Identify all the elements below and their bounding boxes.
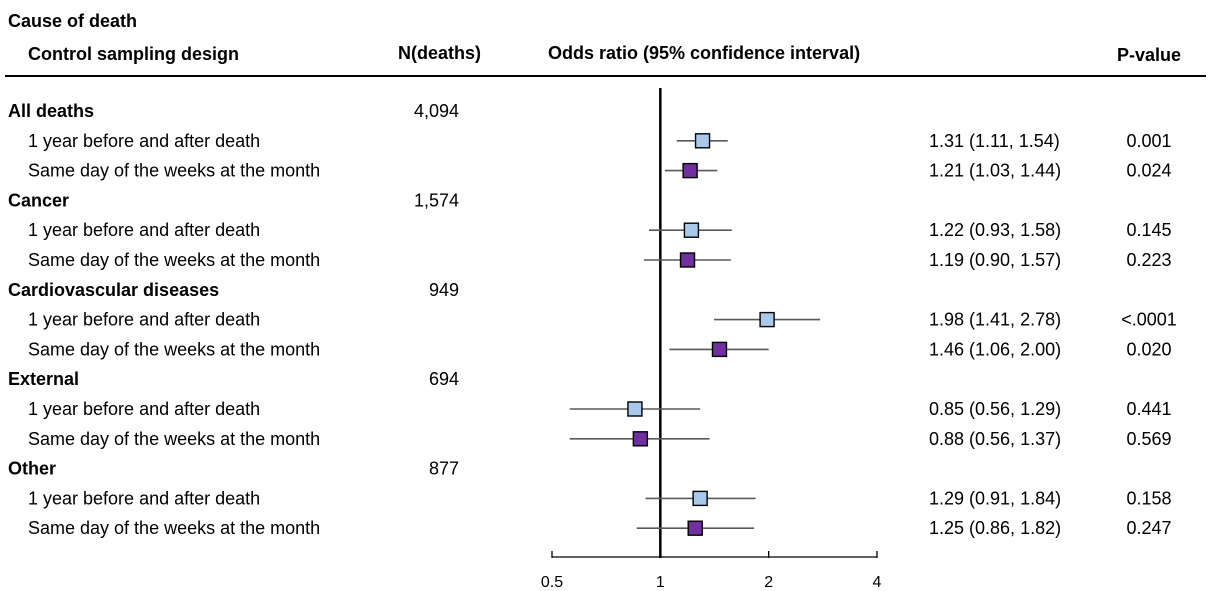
or-marker — [694, 133, 711, 149]
rows-layer: All deaths 4,094 1 year before and after d… — [8, 101, 1177, 538]
or-ci-value: 0.88 (0.56, 1.37) — [929, 429, 1061, 449]
or-marker — [627, 401, 643, 417]
group-n-deaths: 4,094 — [414, 101, 459, 121]
row-label: 1 year before and after death — [28, 488, 260, 508]
or-ci-value: 1.46 (1.06, 2.00) — [929, 339, 1061, 359]
or-marker — [679, 252, 696, 268]
or-marker — [682, 162, 698, 179]
p-value: 0.223 — [1126, 250, 1171, 270]
row-label: 1 year before and after death — [28, 131, 260, 151]
header-control-sampling-design: Control sampling design — [28, 44, 239, 64]
row-label: 1 year before and after death — [28, 220, 260, 240]
or-ci-value: 1.21 (1.03, 1.44) — [929, 161, 1061, 181]
group-label: Other — [8, 459, 56, 479]
or-ci-value: 1.19 (0.90, 1.57) — [929, 250, 1061, 270]
group-label: Cancer — [8, 190, 69, 210]
header-n-deaths: N(deaths) — [398, 43, 481, 63]
or-marker — [711, 341, 728, 358]
group-n-deaths: 1,574 — [414, 190, 459, 210]
group-label: External — [8, 369, 79, 389]
p-value: 0.569 — [1126, 429, 1171, 449]
group-n-deaths: 877 — [429, 459, 459, 479]
p-value: 0.441 — [1126, 399, 1171, 419]
p-value: 0.145 — [1126, 220, 1171, 240]
p-value: 0.024 — [1126, 161, 1171, 181]
or-marker — [632, 431, 649, 447]
header-odds-ratio: Odds ratio (95% confidence interval) — [548, 43, 860, 63]
group-n-deaths: 694 — [429, 369, 459, 389]
or-marker — [759, 311, 775, 328]
x-tick-label: 1 — [656, 574, 665, 591]
p-value: 0.001 — [1126, 131, 1171, 151]
row-label: Same day of the weeks at the month — [28, 339, 320, 359]
group-label: All deaths — [8, 101, 94, 121]
or-marker — [683, 222, 700, 238]
x-axis: 0.5 1 2 4 — [541, 551, 882, 591]
or-ci-value: 1.22 (0.93, 1.58) — [929, 220, 1061, 240]
or-ci-value: 1.31 (1.11, 1.54) — [929, 131, 1060, 151]
row-label: 1 year before and after death — [28, 399, 260, 419]
header-p-value: P-value — [1117, 45, 1181, 65]
x-tick-label: 0.5 — [541, 574, 563, 591]
p-value: 0.020 — [1126, 339, 1171, 359]
or-ci-value: 0.85 (0.56, 1.29) — [929, 399, 1061, 419]
row-label: 1 year before and after death — [28, 310, 260, 330]
row-label: Same day of the weeks at the month — [28, 161, 320, 181]
group-n-deaths: 949 — [429, 280, 459, 300]
group-label: Cardiovascular diseases — [8, 280, 219, 300]
p-value: 0.247 — [1126, 518, 1171, 538]
or-ci-value: 1.25 (0.86, 1.82) — [929, 518, 1061, 538]
row-label: Same day of the weeks at the month — [28, 518, 320, 538]
row-label: Same day of the weeks at the month — [28, 429, 320, 449]
or-ci-value: 1.98 (1.41, 2.78) — [929, 310, 1061, 330]
or-ci-value: 1.29 (0.91, 1.84) — [929, 488, 1061, 508]
p-value: <.0001 — [1121, 310, 1177, 330]
or-marker — [692, 490, 708, 507]
x-tick-label: 4 — [873, 574, 882, 591]
p-value: 0.158 — [1126, 488, 1171, 508]
header-cause-of-death: Cause of death — [8, 11, 137, 31]
row-label: Same day of the weeks at the month — [28, 250, 320, 270]
x-tick-label: 2 — [764, 574, 773, 591]
or-marker — [687, 520, 703, 536]
